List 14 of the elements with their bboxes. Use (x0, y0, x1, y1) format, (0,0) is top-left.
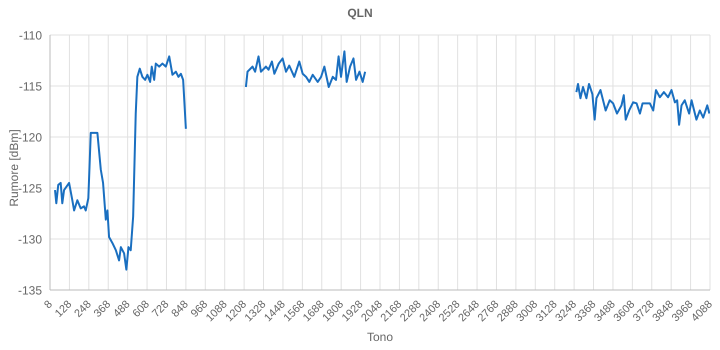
x-axis-title: Tono (366, 330, 394, 344)
x-tick-label: 848 (169, 298, 191, 320)
chart-title: QLN (346, 6, 374, 20)
x-tick-label: 248 (72, 298, 94, 320)
y-tick-label: -135 (18, 283, 42, 298)
x-tick-label: 488 (111, 298, 133, 320)
x-tick-label: 8 (42, 298, 55, 312)
x-tick-label: 608 (130, 298, 152, 320)
y-tick-label: -130 (18, 232, 42, 246)
y-tick-label: -115 (18, 79, 42, 94)
x-tick-label: 368 (92, 298, 114, 320)
x-tick-label: 728 (150, 298, 172, 320)
x-tick-label: 128 (52, 298, 74, 320)
y-tick-label: -110 (18, 28, 42, 42)
